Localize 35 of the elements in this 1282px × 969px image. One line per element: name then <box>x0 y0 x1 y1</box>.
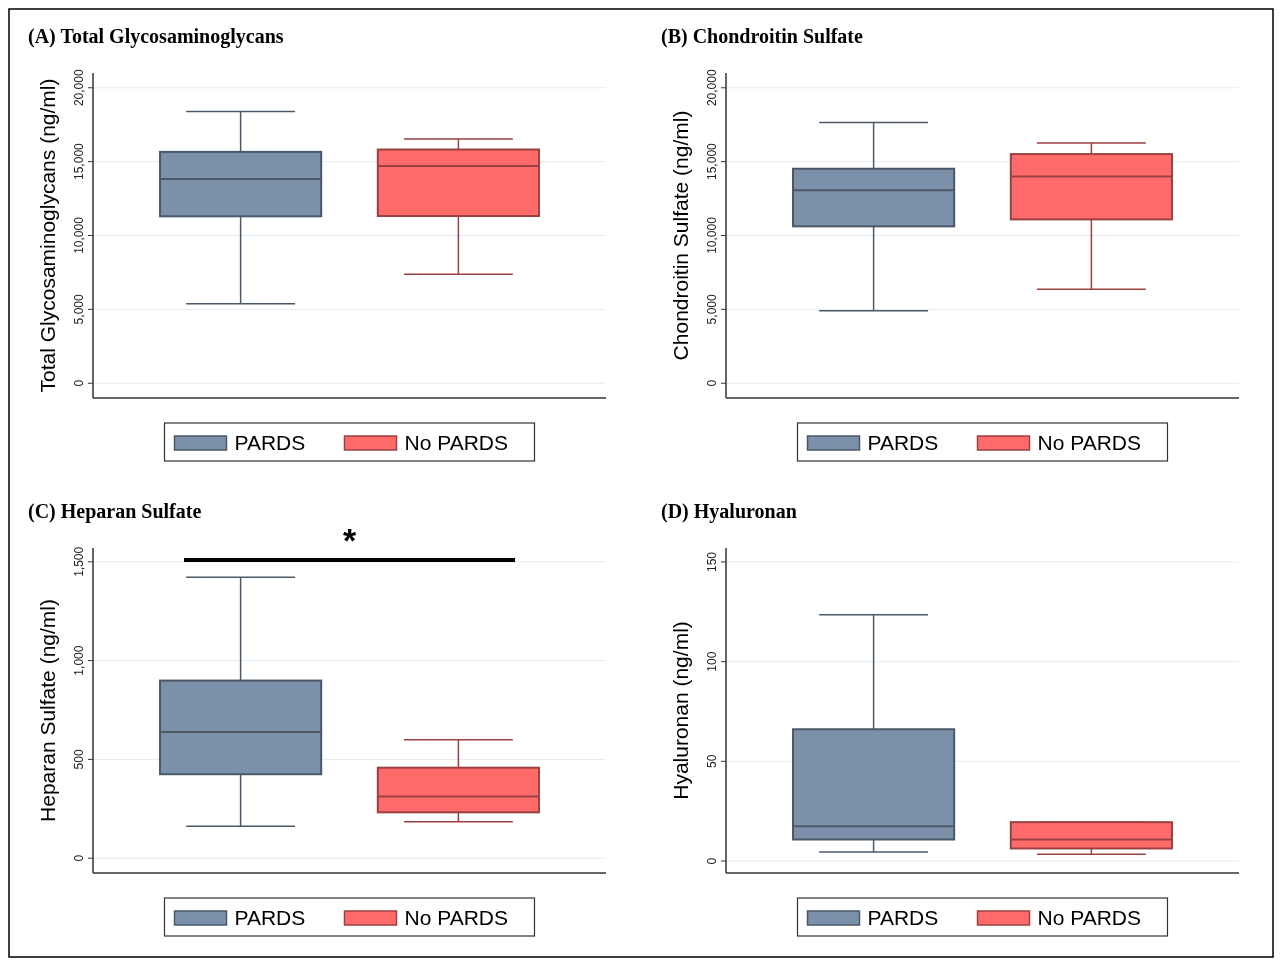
y-axis-title: Total Glycosaminoglycans (ng/ml) <box>36 78 59 393</box>
y-tick-label: 0 <box>72 854 86 862</box>
y-tick-label: 5,000 <box>72 294 86 325</box>
y-tick-label: 150 <box>705 551 719 572</box>
y-axis-title: Chondroitin Sulfate (ng/ml) <box>669 110 692 361</box>
legend-label: No PARDS <box>404 906 508 929</box>
legend-label: PARDS <box>867 906 939 929</box>
y-tick-label: 15,000 <box>705 142 719 180</box>
legend-label: PARDS <box>867 431 939 454</box>
legend-label: No PARDS <box>1037 906 1141 929</box>
y-tick-label: 10,000 <box>705 216 719 254</box>
chart-title: (C) Heparan Sulfate <box>28 500 202 523</box>
y-tick-label: 0 <box>705 857 719 865</box>
chart-title: (B) Chondroitin Sulfate <box>661 25 864 48</box>
y-tick-label: 1,500 <box>72 546 86 577</box>
y-axis-title: Heparan Sulfate (ng/ml) <box>36 599 59 822</box>
y-tick-label: 50 <box>705 754 719 769</box>
y-tick-label: 10,000 <box>72 216 86 254</box>
chart-title: (D) Hyaluronan <box>661 500 797 523</box>
legend-label: PARDS <box>234 906 306 929</box>
annotation: * <box>342 521 357 559</box>
y-tick-label: 20,000 <box>72 69 86 107</box>
legend-label: PARDS <box>234 431 306 454</box>
y-tick-label: 500 <box>72 749 86 770</box>
y-tick-label: 0 <box>705 379 719 387</box>
chart-title: (A) Total Glycosaminoglycans <box>28 25 284 48</box>
y-axis-title: Hyaluronan (ng/ml) <box>669 621 692 800</box>
y-tick-label: 0 <box>72 379 86 387</box>
y-tick-label: 5,000 <box>705 294 719 325</box>
y-tick-label: 15,000 <box>72 142 86 180</box>
y-tick-label: 20,000 <box>705 69 719 107</box>
legend-label: No PARDS <box>404 431 508 454</box>
legend-label: No PARDS <box>1037 431 1141 454</box>
y-tick-label: 1,000 <box>72 645 86 676</box>
y-tick-label: 100 <box>705 651 719 672</box>
